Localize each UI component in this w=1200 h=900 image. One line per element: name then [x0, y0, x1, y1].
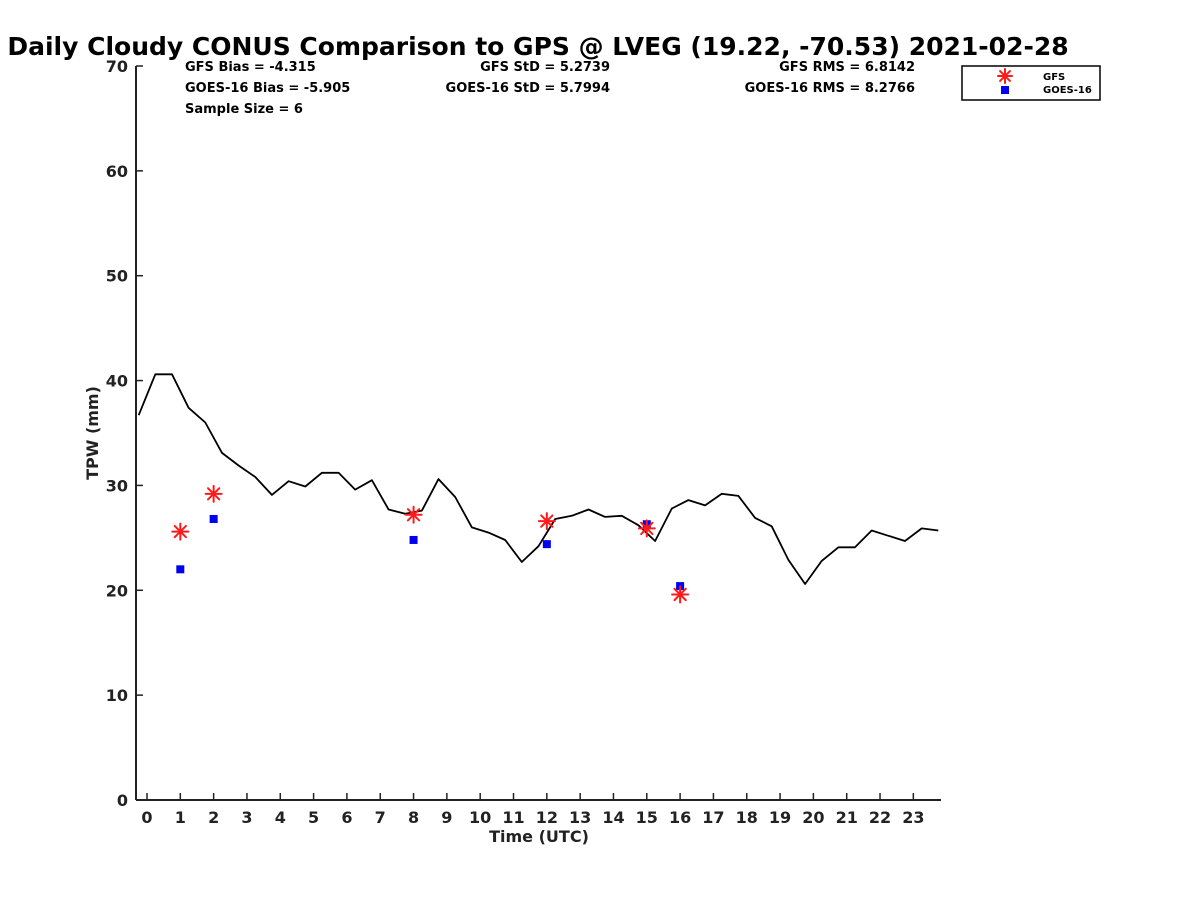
legend-gfs-asterisk — [997, 68, 1013, 84]
x-tick-label: 21 — [836, 808, 858, 827]
gfs-bias-text: GFS Bias = -4.315 — [185, 60, 316, 75]
x-tick-label: 22 — [869, 808, 891, 827]
legend-goes-marker — [1001, 86, 1009, 94]
y-axis-label: TPW (mm) — [83, 386, 102, 480]
gfs-point — [171, 522, 190, 541]
gfs-point — [671, 585, 690, 604]
goes-bias-text: GOES-16 Bias = -5.905 — [185, 81, 350, 96]
y-tick-label: 20 — [106, 581, 128, 600]
x-tick-label: 8 — [408, 808, 419, 827]
x-tick-label: 0 — [141, 808, 152, 827]
x-tick-label: 13 — [569, 808, 591, 827]
goes-rms-text: GOES-16 RMS = 8.2766 — [745, 81, 915, 96]
y-tick-label: 50 — [106, 267, 128, 286]
gps-series-line — [137, 373, 939, 585]
goes-std-text: GOES-16 StD = 5.7994 — [446, 81, 610, 96]
sample-size-text: Sample Size = 6 — [185, 102, 303, 117]
x-tick-label: 5 — [308, 808, 319, 827]
x-tick-label: 3 — [241, 808, 252, 827]
gfs-point — [537, 512, 556, 531]
gfs-point — [204, 484, 223, 503]
x-tick-label: 15 — [636, 808, 658, 827]
gfs-std-text: GFS StD = 5.2739 — [480, 60, 610, 75]
gps-line-layer — [137, 373, 939, 585]
x-tick-label: 12 — [536, 808, 558, 827]
legend-gfs-marker — [997, 68, 1013, 84]
x-tick-label: 23 — [902, 808, 924, 827]
x-tick-label: 4 — [275, 808, 286, 827]
marker-layer — [171, 484, 690, 604]
x-tick-label: 7 — [375, 808, 386, 827]
y-tick-label: 0 — [117, 791, 128, 810]
axes: 0 1 2 3 4 5 6 7 8 9 10 11 12 13 14 15 16 17 18 19 20 21 22 2301… — [106, 57, 941, 827]
gfs-point — [637, 519, 656, 538]
y-tick-label: 40 — [106, 372, 128, 391]
x-tick-label: 10 — [469, 808, 491, 827]
gfs-rms-text: GFS RMS = 6.8142 — [779, 60, 915, 75]
x-tick-label: 1 — [175, 808, 186, 827]
legend-gfs-label: GFS — [1043, 72, 1065, 83]
legend-box — [961, 65, 1101, 101]
y-tick-label: 60 — [106, 162, 128, 181]
chart-title: Daily Cloudy CONUS Comparison to GPS @ L… — [7, 32, 1068, 61]
y-tick-label: 10 — [106, 686, 128, 705]
x-tick-label: 9 — [441, 808, 452, 827]
y-tick-label: 70 — [106, 57, 128, 76]
goes16-point — [176, 565, 185, 574]
x-tick-label: 19 — [769, 808, 791, 827]
legend-goes-square — [1001, 86, 1009, 94]
x-tick-label: 16 — [669, 808, 691, 827]
goes16-point — [409, 535, 418, 544]
x-tick-label: 6 — [341, 808, 352, 827]
goes16-point — [542, 540, 551, 549]
gfs-point — [404, 505, 423, 524]
goes16-point — [209, 514, 218, 523]
x-tick-label: 11 — [502, 808, 524, 827]
x-tick-label: 14 — [602, 808, 624, 827]
x-tick-label: 18 — [736, 808, 758, 827]
y-tick-label: 30 — [106, 476, 128, 495]
x-tick-label: 17 — [702, 808, 724, 827]
x-tick-label: 2 — [208, 808, 219, 827]
x-tick-label: 20 — [802, 808, 824, 827]
legend: GFS GOES-16 — [961, 65, 1101, 101]
legend-goes-label: GOES-16 — [1043, 85, 1092, 96]
x-axis-label: Time (UTC) — [489, 827, 589, 846]
